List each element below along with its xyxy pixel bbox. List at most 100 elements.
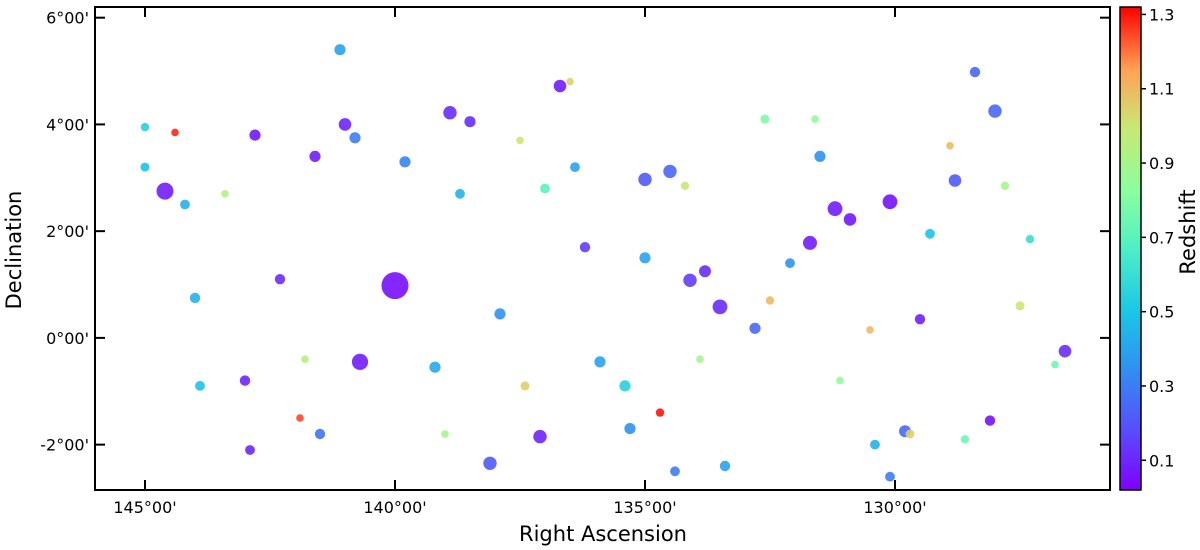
colorbar: 0.1 0.3 0.5 0.7 0.9 1.1 1.3 Redshift: [1119, 5, 1200, 491]
data-point: [1025, 235, 1035, 244]
data-point: [969, 66, 981, 78]
x-axis-title: Right Ascension: [519, 522, 687, 546]
data-point: [579, 242, 591, 253]
data-point: [594, 356, 606, 368]
data-point: [221, 190, 229, 198]
colorbar-gradient: [1119, 6, 1142, 491]
data-point: [540, 183, 550, 194]
data-point: [624, 423, 636, 435]
data-point: [984, 415, 996, 426]
y-tick-label: 0°00': [46, 329, 89, 348]
data-point: [570, 162, 580, 173]
colorbar-tick-label: 1.1: [1149, 80, 1174, 99]
colorbar-ticks: 0.1 0.3 0.5 0.7 0.9 1.1 1.3: [1141, 5, 1174, 470]
colorbar-tick-label: 0.5: [1149, 303, 1174, 322]
data-point: [1015, 301, 1025, 311]
data-point: [245, 445, 255, 455]
data-point: [349, 132, 361, 144]
data-point: [334, 44, 346, 56]
data-point: [381, 272, 409, 300]
y-axis-title: Declination: [2, 191, 26, 310]
y-axis: 6°00' 4°00' 2°00' 0°00' -2°00': [40, 9, 1110, 455]
data-point: [455, 188, 465, 199]
data-point: [785, 258, 795, 269]
data-point: [699, 265, 711, 278]
data-point: [683, 273, 697, 287]
data-point: [885, 471, 895, 482]
data-point: [680, 181, 690, 190]
data-point: [827, 201, 843, 217]
data-point: [639, 252, 651, 264]
data-point: [351, 353, 369, 370]
data-point: [696, 355, 704, 364]
colorbar-tick-label: 1.3: [1149, 5, 1174, 24]
data-point: [905, 429, 915, 439]
data-point: [1051, 360, 1059, 369]
data-point: [429, 361, 441, 373]
data-point: [301, 355, 309, 364]
colorbar-title: Redshift: [1176, 189, 1200, 274]
data-point: [533, 429, 547, 444]
data-point: [140, 122, 150, 132]
data-point: [520, 381, 530, 391]
data-point: [843, 213, 857, 226]
data-point: [195, 381, 205, 391]
data-point: [1000, 181, 1010, 190]
data-points: [140, 44, 1072, 482]
colorbar-tick-label: 0.3: [1149, 377, 1174, 396]
data-point: [836, 376, 844, 385]
data-point: [960, 435, 970, 444]
y-tick-label: 6°00': [46, 9, 89, 28]
data-point: [882, 194, 898, 210]
data-point: [140, 162, 150, 172]
data-point: [866, 326, 874, 334]
data-point: [925, 228, 935, 239]
data-point: [180, 199, 190, 210]
data-point: [760, 114, 770, 124]
data-point: [948, 174, 962, 187]
data-point: [309, 150, 321, 162]
data-point: [655, 408, 665, 417]
x-tick-label: 140°00': [363, 498, 426, 517]
data-point: [1058, 344, 1072, 358]
x-tick-label: 135°00': [613, 498, 676, 517]
data-point: [274, 274, 286, 285]
data-point: [946, 142, 954, 150]
colorbar-tick-label: 0.1: [1149, 451, 1174, 470]
y-tick-label: 4°00': [46, 115, 89, 134]
data-point: [314, 428, 326, 440]
data-point: [749, 322, 761, 334]
x-tick-label: 130°00': [863, 498, 926, 517]
data-point: [338, 118, 352, 131]
data-point: [638, 172, 652, 187]
data-point: [566, 77, 574, 86]
x-tick-label: 145°00': [113, 498, 176, 517]
data-point: [464, 116, 476, 128]
colorbar-tick-label: 0.9: [1149, 154, 1174, 173]
x-axis: 145°00' 140°00' 135°00' 130°00': [113, 7, 927, 517]
data-point: [811, 115, 819, 123]
data-point: [483, 456, 497, 470]
data-point: [189, 292, 201, 304]
data-point: [619, 380, 631, 392]
data-point: [663, 164, 677, 179]
data-point: [239, 375, 251, 386]
data-point: [171, 128, 179, 137]
plot-frame: [94, 6, 1111, 491]
data-point: [399, 156, 411, 168]
data-point: [670, 466, 680, 477]
data-point: [803, 235, 817, 250]
colorbar-tick-label: 0.7: [1149, 228, 1174, 247]
data-point: [914, 314, 926, 325]
data-point: [765, 296, 775, 305]
data-point: [296, 414, 304, 422]
data-point: [249, 129, 261, 141]
data-point: [494, 308, 506, 320]
data-point: [988, 104, 1002, 118]
data-point: [516, 136, 524, 145]
y-tick-label: 2°00': [46, 222, 89, 241]
data-point: [553, 79, 567, 93]
data-point: [441, 430, 449, 438]
data-point: [443, 106, 457, 120]
